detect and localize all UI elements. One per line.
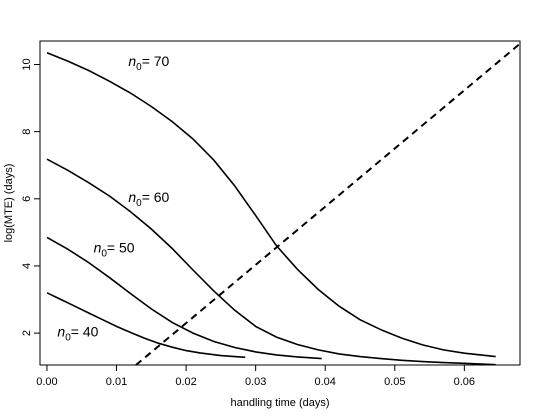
x-tick-label: 0.06 — [454, 376, 475, 388]
x-tick-label: 0.04 — [315, 376, 336, 388]
y-axis: 2 4 6 8 10 — [21, 58, 41, 336]
x-tick-label: 0.03 — [245, 376, 266, 388]
x-tick-label: 0.01 — [106, 376, 127, 388]
x-axis: 0.00 0.01 0.02 0.03 0.04 0.05 0.06 — [36, 364, 475, 388]
dashed-reference-line — [135, 42, 520, 365]
y-tick-label: 10 — [21, 58, 33, 70]
x-tick-label: 0.00 — [36, 376, 57, 388]
y-tick-label: 4 — [21, 263, 33, 269]
curve-annotation: n0= 40 — [57, 323, 98, 343]
curve-n0-50 — [46, 236, 322, 360]
curve-n0-60 — [46, 158, 496, 365]
curve-annotation: n0= 60 — [128, 189, 169, 209]
curve-n0-70 — [46, 52, 496, 358]
plot-frame — [39, 40, 521, 366]
x-axis-label: handling time (days) — [230, 397, 329, 409]
y-tick-label: 2 — [21, 330, 33, 336]
x-tick-label: 0.02 — [175, 376, 196, 388]
curve-n0-40 — [46, 292, 246, 359]
annotations: n0= 70 n0= 60 n0= 50 n0= 40 — [57, 53, 169, 343]
x-tick-label: 0.05 — [384, 376, 405, 388]
y-tick-label: 6 — [21, 196, 33, 202]
curves — [46, 42, 520, 365]
curve-annotation: n0= 50 — [94, 240, 135, 260]
y-tick-label: 8 — [21, 129, 33, 135]
curve-annotation: n0= 70 — [128, 53, 169, 73]
y-axis-label: log(MTE) (days) — [3, 164, 15, 243]
